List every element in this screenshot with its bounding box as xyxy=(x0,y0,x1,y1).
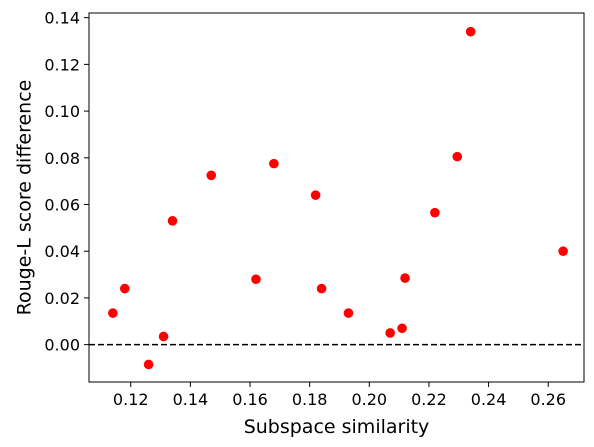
data-point-1 xyxy=(108,308,118,318)
data-point-14 xyxy=(400,273,410,283)
data-point-17 xyxy=(465,26,476,37)
data-point-9 xyxy=(310,190,321,200)
data-point-18 xyxy=(558,246,568,257)
y-axis-label: Rouge-L score difference xyxy=(14,80,36,316)
y-tick-label: 0.12 xyxy=(44,55,80,74)
x-tick-label: 0.12 xyxy=(113,390,149,409)
y-tick-label: 0.02 xyxy=(44,289,80,308)
y-tick-label: 0.14 xyxy=(44,9,80,28)
data-point-4 xyxy=(158,331,169,342)
x-tick-label: 0.20 xyxy=(351,390,387,409)
data-point-5 xyxy=(167,216,178,226)
data-point-12 xyxy=(385,328,395,338)
y-tick-label: 0.06 xyxy=(44,196,80,215)
x-axis: 0.12 0.14 0.16 0.18 0.20 0.22 0.24 0.26 xyxy=(113,382,566,409)
data-point-8 xyxy=(269,158,279,169)
y-tick-label: 0.10 xyxy=(44,102,80,121)
y-tick-label: 0.04 xyxy=(44,242,80,261)
y-tick-label: 0.08 xyxy=(44,149,80,168)
x-tick-label: 0.14 xyxy=(173,390,209,409)
data-point-3 xyxy=(143,359,154,370)
x-tick-label: 0.16 xyxy=(232,390,268,409)
data-point-6 xyxy=(206,170,217,181)
data-point-10 xyxy=(316,283,327,294)
y-axis: 0.00 0.02 0.04 0.06 0.08 0.10 0.12 0.14 xyxy=(44,9,89,355)
x-tick-label: 0.18 xyxy=(292,390,328,409)
y-tick-label: 0.00 xyxy=(44,336,80,355)
data-point-2 xyxy=(119,283,130,294)
data-point-15 xyxy=(430,207,440,218)
plot-content xyxy=(89,26,584,370)
plot-frame xyxy=(88,12,585,383)
x-tick-label: 0.24 xyxy=(471,390,507,409)
data-point-7 xyxy=(251,274,261,285)
data-point-16 xyxy=(452,151,463,162)
data-point-11 xyxy=(343,308,354,318)
x-tick-label: 0.22 xyxy=(411,390,447,409)
x-axis-label: Subspace similarity xyxy=(244,416,430,438)
x-tick-label: 0.26 xyxy=(530,390,566,409)
data-point-13 xyxy=(397,323,407,334)
